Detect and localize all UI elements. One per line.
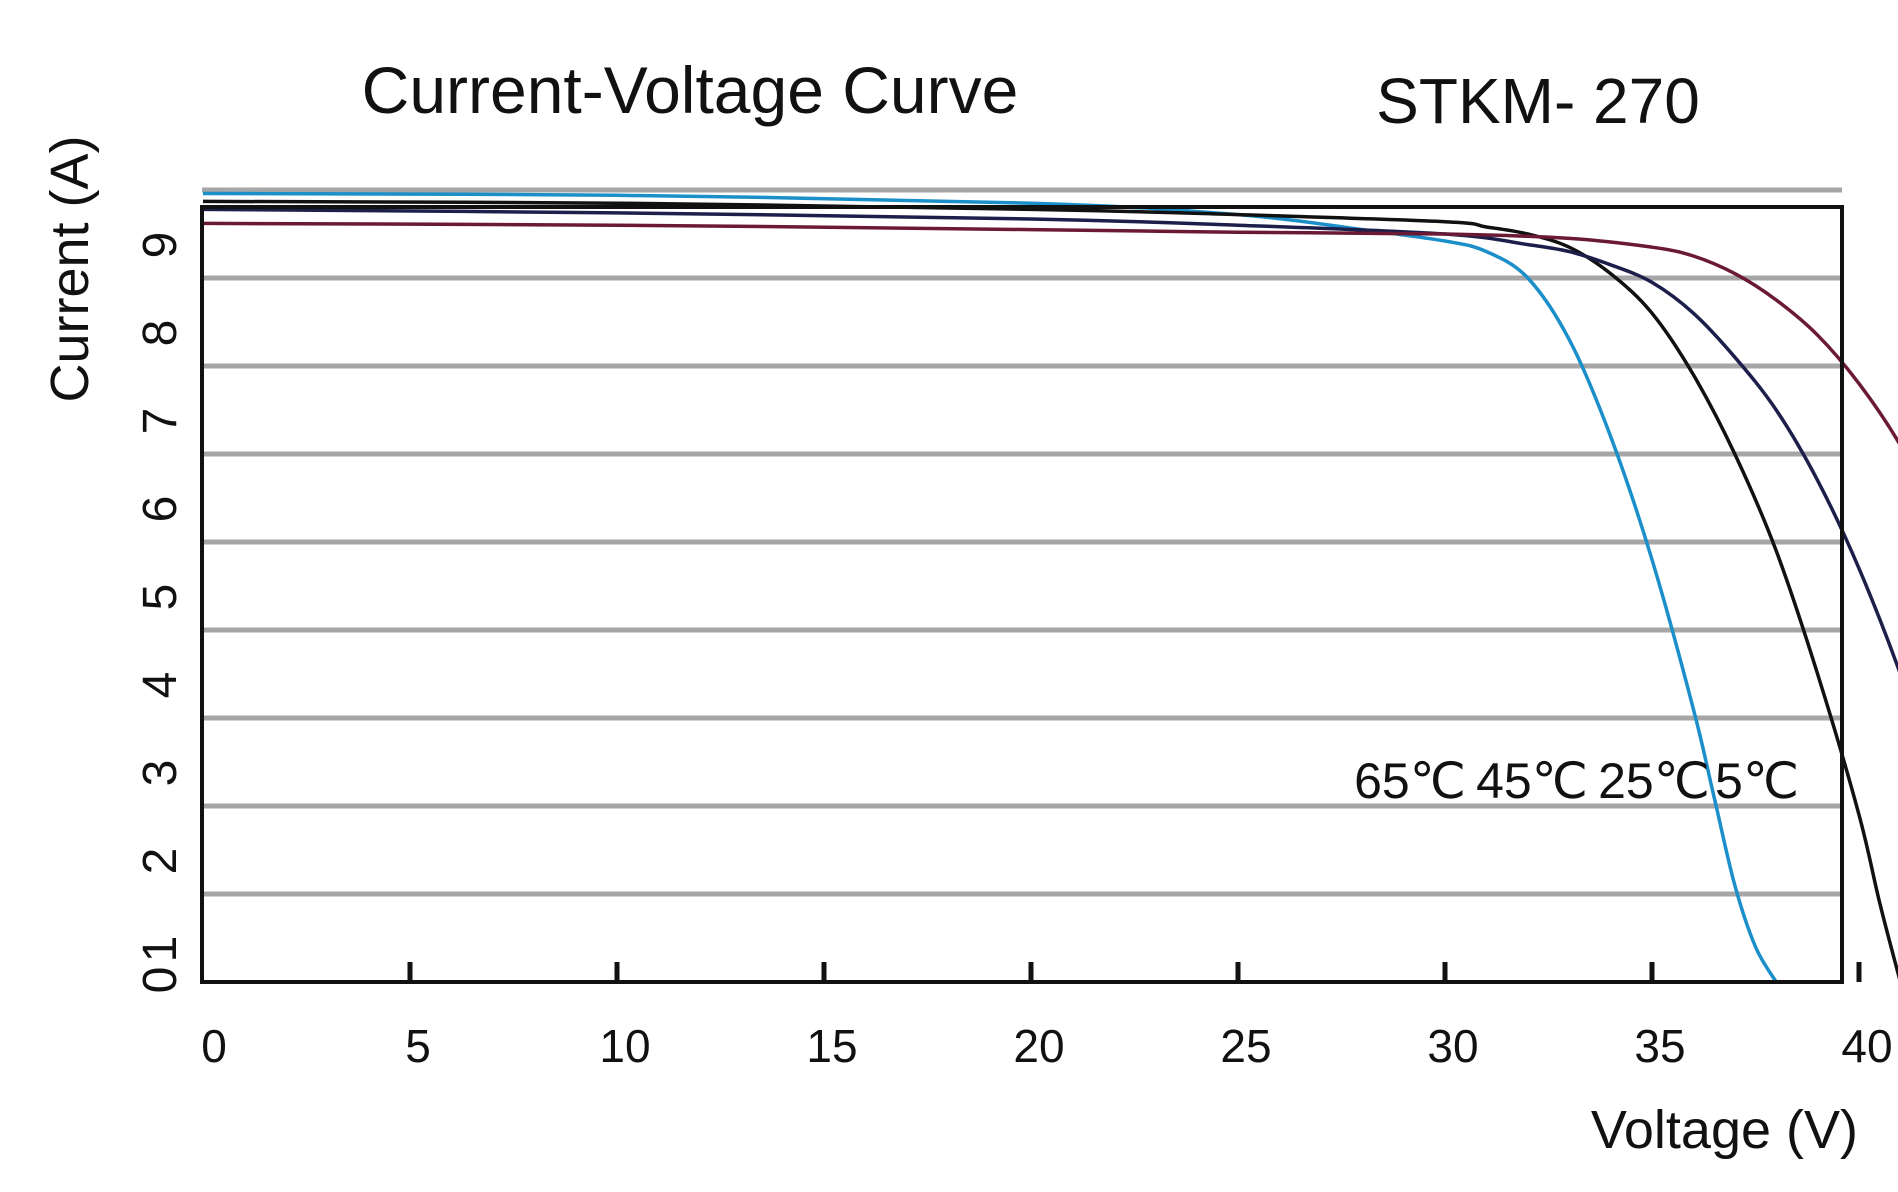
series-line-5c	[202, 221, 1898, 445]
y-tick-label: 2	[134, 848, 187, 875]
series-label-5c: 5℃	[1715, 753, 1799, 809]
y-axis-ticks: 0 1 2 3 4 5 6 7 8 9	[134, 232, 187, 994]
x-tick-label: 15	[806, 1020, 857, 1072]
series-label-65c: 65℃	[1354, 753, 1466, 809]
x-axis-label: Voltage (V)	[1591, 1100, 1858, 1160]
y-tick-label: 3	[134, 760, 187, 787]
chart-title: Current-Voltage Curve	[362, 53, 1019, 127]
x-tick-label: 0	[201, 1020, 227, 1072]
plot-frame	[200, 205, 1844, 984]
series-label-45c: 45℃	[1476, 753, 1588, 809]
x-tick-label: 40	[1841, 1020, 1892, 1072]
y-tick-label: 7	[134, 408, 187, 435]
x-tick-label: 10	[599, 1020, 650, 1072]
series-labels: 65℃ 45℃ 25℃ 5℃	[1354, 753, 1799, 809]
x-tick-label: 5	[405, 1020, 431, 1072]
x-tick-label: 25	[1220, 1020, 1271, 1072]
series-label-25c: 25℃	[1598, 753, 1710, 809]
y-tick-label: 6	[134, 496, 187, 523]
x-tick-label: 30	[1427, 1020, 1478, 1072]
chart-subtitle: STKM- 270	[1376, 65, 1700, 137]
y-tick-label: 1	[134, 936, 187, 963]
series-line-25c	[202, 207, 1898, 673]
y-axis-label: Current (A)	[40, 135, 100, 402]
y-tick-label: 4	[134, 672, 187, 699]
series-line-65c	[202, 191, 1778, 983]
grid-lines	[202, 187, 1842, 897]
x-axis-ticks: 0 5 10 15 20 25 30 35 40	[201, 962, 1893, 1072]
y-tick-label: 5	[134, 584, 187, 611]
y-tick-label: 9	[134, 232, 187, 259]
y-tick-label: 8	[134, 320, 187, 347]
x-tick-label: 20	[1013, 1020, 1064, 1072]
y-tick-label: 0	[134, 967, 187, 994]
x-tick-label: 35	[1634, 1020, 1685, 1072]
